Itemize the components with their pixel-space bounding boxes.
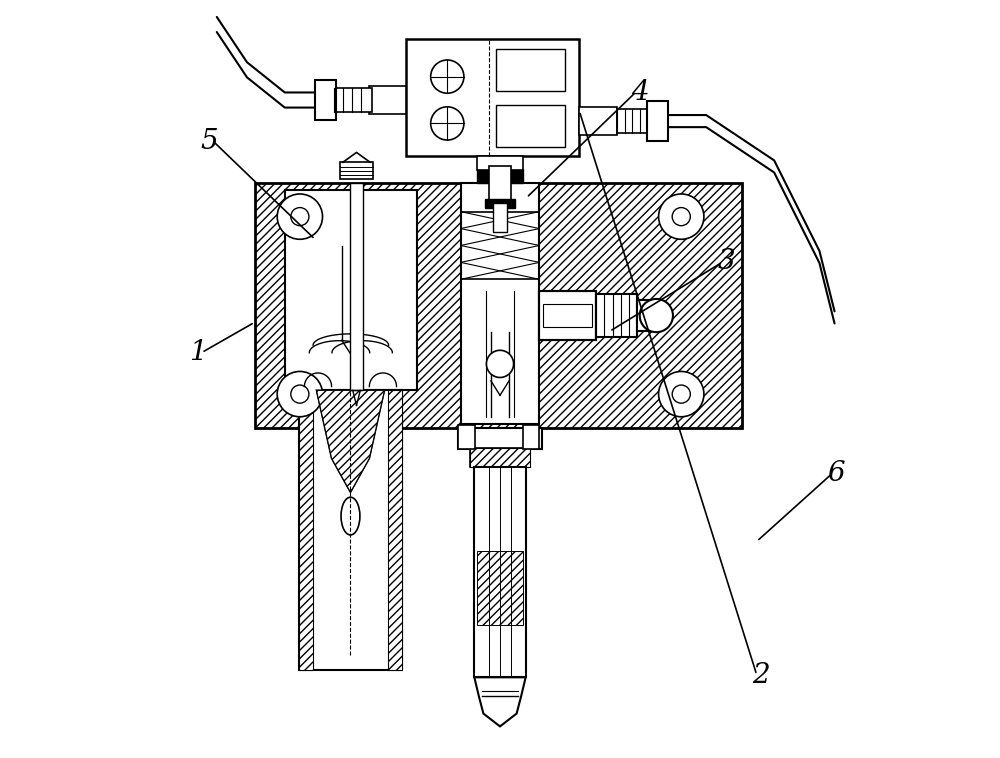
Bar — [369, 86, 406, 114]
Polygon shape — [316, 390, 384, 492]
Circle shape — [277, 194, 323, 240]
Polygon shape — [474, 678, 526, 726]
Bar — [485, 160, 515, 169]
Bar — [458, 425, 475, 449]
Text: 2: 2 — [752, 662, 769, 688]
Bar — [596, 294, 637, 337]
Bar — [617, 109, 647, 133]
Circle shape — [277, 371, 323, 417]
Text: 4: 4 — [631, 79, 649, 105]
Bar — [539, 291, 596, 340]
Bar — [647, 102, 668, 141]
Circle shape — [659, 194, 704, 240]
Circle shape — [672, 385, 690, 403]
Circle shape — [672, 208, 690, 226]
Text: 6: 6 — [827, 460, 845, 487]
Bar — [255, 183, 742, 428]
Bar — [299, 390, 402, 670]
Circle shape — [640, 299, 673, 332]
Bar — [637, 300, 656, 330]
Bar — [315, 80, 336, 120]
Bar — [496, 49, 565, 91]
Bar — [485, 199, 515, 208]
Bar — [493, 203, 507, 232]
Bar — [474, 468, 526, 678]
Bar — [477, 551, 523, 625]
Bar — [470, 449, 530, 468]
Circle shape — [431, 107, 464, 140]
Circle shape — [659, 371, 704, 417]
Bar — [470, 449, 530, 468]
Ellipse shape — [341, 497, 360, 535]
Bar — [496, 105, 565, 147]
Bar — [539, 291, 596, 340]
Text: 3: 3 — [718, 249, 735, 275]
Bar — [477, 156, 523, 170]
Bar — [340, 162, 373, 179]
Polygon shape — [316, 390, 384, 492]
Bar — [461, 183, 539, 424]
Bar — [541, 293, 594, 338]
Bar — [388, 390, 402, 670]
Bar — [350, 183, 363, 390]
Bar — [334, 88, 372, 112]
Bar — [299, 390, 313, 670]
Circle shape — [291, 208, 309, 226]
Text: 5: 5 — [200, 127, 218, 155]
Bar — [458, 428, 542, 449]
Bar — [285, 190, 417, 390]
Circle shape — [431, 60, 464, 93]
Circle shape — [486, 350, 514, 377]
Bar — [477, 169, 523, 183]
Bar — [579, 107, 617, 136]
Bar — [489, 166, 511, 200]
Bar — [523, 425, 539, 449]
Circle shape — [291, 385, 309, 403]
Bar — [543, 304, 592, 327]
Text: 1: 1 — [189, 339, 207, 366]
Bar — [406, 39, 579, 156]
